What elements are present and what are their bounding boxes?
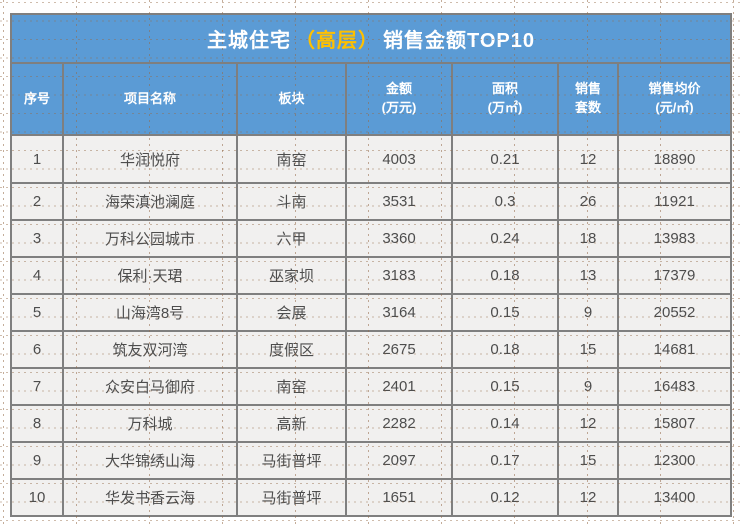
table-row: 1 华润悦府 南窑 4003 0.21 12 18890 — [10, 134, 733, 184]
cell-district: 马街普坪 — [236, 441, 347, 480]
cell-area: 0.21 — [451, 134, 559, 184]
cell-units-sold: 15 — [557, 330, 619, 369]
title-prefix: 主城住宅 — [207, 30, 291, 52]
table-row: 6 筑友双河湾 度假区 2675 0.18 15 14681 — [10, 330, 733, 369]
table-row: 8 万科城 高新 2282 0.14 12 15807 — [10, 404, 733, 443]
cell-amount: 3531 — [345, 182, 453, 221]
cell-rank: 4 — [10, 256, 64, 295]
cell-district: 巫家坝 — [236, 256, 347, 295]
cell-amount: 3360 — [345, 219, 453, 258]
cell-area: 0.3 — [451, 182, 559, 221]
cell-area: 0.18 — [451, 256, 559, 295]
column-header-district: 板块 — [236, 62, 347, 136]
table-row: 5 山海湾8号 会展 3164 0.15 9 20552 — [10, 293, 733, 332]
cell-amount: 1651 — [345, 478, 453, 517]
cell-amount: 3164 — [345, 293, 453, 332]
cell-amount: 2097 — [345, 441, 453, 480]
cell-rank: 8 — [10, 404, 64, 443]
cell-project-name: 海荣滇池澜庭 — [62, 182, 238, 221]
table-row: 9 大华锦绣山海 马街普坪 2097 0.17 15 12300 — [10, 441, 733, 480]
cell-units-sold: 26 — [557, 182, 619, 221]
cell-district: 高新 — [236, 404, 347, 443]
table-row: 4 保利·天珺 巫家坝 3183 0.18 13 17379 — [10, 256, 733, 295]
cell-units-sold: 13 — [557, 256, 619, 295]
cell-area: 0.18 — [451, 330, 559, 369]
table-row: 2 海荣滇池澜庭 斗南 3531 0.3 26 11921 — [10, 182, 733, 221]
column-header-amount: 金额 (万元) — [345, 62, 453, 136]
table-row: 7 众安白马御府 南窑 2401 0.15 9 16483 — [10, 367, 733, 406]
cell-project-name: 大华锦绣山海 — [62, 441, 238, 480]
cell-area: 0.15 — [451, 293, 559, 332]
cell-avg-price: 13983 — [616, 219, 733, 258]
cell-rank: 9 — [10, 441, 64, 480]
cell-avg-price: 12300 — [616, 441, 733, 480]
cell-district: 南窑 — [236, 134, 347, 184]
column-header-units-sold: 销售 套数 — [557, 62, 619, 136]
cell-project-name: 众安白马御府 — [62, 367, 238, 406]
cell-project-name: 华发书香云海 — [62, 478, 238, 517]
cell-avg-price: 14681 — [616, 330, 733, 369]
cell-district: 会展 — [236, 293, 347, 332]
table-title-banner: 主城住宅 （高层） 销售金额TOP10 — [9, 13, 733, 64]
cell-avg-price: 15807 — [616, 404, 733, 443]
cell-area: 0.14 — [451, 404, 559, 443]
cell-units-sold: 9 — [557, 293, 619, 332]
cell-rank: 6 — [10, 330, 64, 369]
cell-rank: 10 — [10, 478, 64, 517]
cell-rank: 1 — [10, 134, 64, 184]
cell-avg-price: 13400 — [616, 478, 733, 517]
cell-amount: 3183 — [345, 256, 453, 295]
cell-units-sold: 12 — [557, 404, 619, 443]
cell-district: 斗南 — [236, 182, 347, 221]
cell-project-name: 山海湾8号 — [62, 293, 238, 332]
table-row: 10 华发书香云海 马街普坪 1651 0.12 12 13400 — [10, 478, 733, 517]
cell-district: 度假区 — [236, 330, 347, 369]
cell-avg-price: 16483 — [616, 367, 733, 406]
cell-units-sold: 12 — [557, 134, 619, 184]
column-header-project-name: 项目名称 — [62, 62, 238, 136]
cell-amount: 2401 — [345, 367, 453, 406]
top10-sales-table: 主城住宅 （高层） 销售金额TOP10 序号 项目名称 板块 金额 (万元) 面积 … — [9, 13, 733, 517]
cell-district: 马街普坪 — [236, 478, 347, 517]
cell-units-sold: 12 — [557, 478, 619, 517]
cell-district: 六甲 — [236, 219, 347, 258]
cell-project-name: 万科公园城市 — [62, 219, 238, 258]
table-row: 3 万科公园城市 六甲 3360 0.24 18 13983 — [10, 219, 733, 258]
cell-area: 0.24 — [451, 219, 559, 258]
cell-project-name: 万科城 — [62, 404, 238, 443]
cell-amount: 2282 — [345, 404, 453, 443]
cell-area: 0.12 — [451, 478, 559, 517]
cell-amount: 4003 — [345, 134, 453, 184]
cell-avg-price: 20552 — [616, 293, 733, 332]
cell-rank: 3 — [10, 219, 64, 258]
column-header-avg-price: 销售均价 (元/㎡) — [616, 62, 733, 136]
cell-project-name: 保利·天珺 — [62, 256, 238, 295]
cell-rank: 5 — [10, 293, 64, 332]
cell-avg-price: 18890 — [616, 134, 733, 184]
header-row: 序号 项目名称 板块 金额 (万元) 面积 (万㎡) 销售 套数 销售均价 (元… — [10, 62, 733, 136]
cell-avg-price: 11921 — [616, 182, 733, 221]
cell-avg-price: 17379 — [616, 256, 733, 295]
cell-project-name: 华润悦府 — [62, 134, 238, 184]
title-suffix: 销售金额TOP10 — [383, 30, 535, 52]
cell-units-sold: 18 — [557, 219, 619, 258]
title-highlight: （高层） — [295, 30, 379, 52]
cell-project-name: 筑友双河湾 — [62, 330, 238, 369]
cell-units-sold: 15 — [557, 441, 619, 480]
cell-rank: 2 — [10, 182, 64, 221]
cell-units-sold: 9 — [557, 367, 619, 406]
column-header-rank: 序号 — [10, 62, 64, 136]
cell-rank: 7 — [10, 367, 64, 406]
cell-area: 0.15 — [451, 367, 559, 406]
column-header-area: 面积 (万㎡) — [451, 62, 559, 136]
cell-amount: 2675 — [345, 330, 453, 369]
cell-district: 南窑 — [236, 367, 347, 406]
cell-area: 0.17 — [451, 441, 559, 480]
